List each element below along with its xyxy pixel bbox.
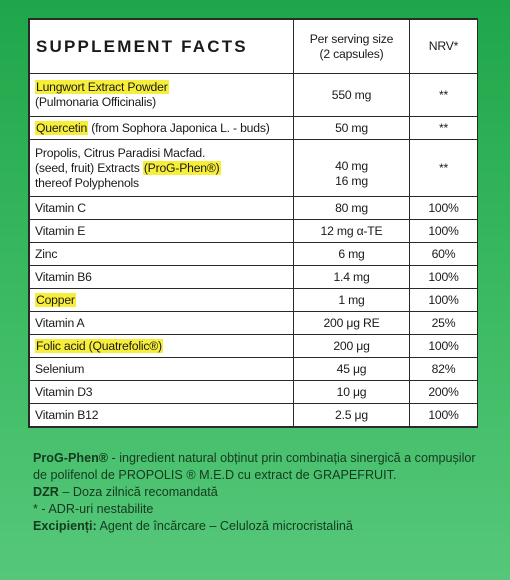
ingredient-nrv: 100% (409, 219, 478, 243)
ingredient-name: Folic acid (Quatrefolic®) (29, 334, 294, 358)
ingredient-nrv: 100% (409, 403, 478, 427)
highlighted-ingredient: (ProG-Phen®) (142, 160, 221, 175)
ingredient-amount: 40 mg 16 mg (293, 139, 410, 197)
ingredient-amount: 50 mg (293, 116, 410, 140)
ingredient-name: Vitamin B12 (29, 403, 294, 427)
table-row: Vitamin B6 1.4 mg 100% (29, 265, 478, 289)
ingredient-amount: 6 mg (293, 242, 410, 266)
table-row: Vitamin A 200 μg RE 25% (29, 311, 478, 335)
highlighted-ingredient: Copper (35, 293, 76, 307)
ingredient-name: Vitamin C (29, 196, 294, 220)
ingredient-nrv: ** (409, 139, 478, 197)
ingredient-nrv: ** (409, 116, 478, 140)
ingredient-name: Lungwort Extract Powder (Pulmonaria Offi… (29, 73, 294, 117)
ingredient-nrv: 25% (409, 311, 478, 335)
amount-line-1: 40 mg (335, 159, 368, 173)
supplement-facts-card: SUPPLEMENT FACTS Per serving size (2 cap… (28, 18, 478, 428)
ingredient-amount: 45 μg (293, 357, 410, 381)
ingredient-name: Selenium (29, 357, 294, 381)
highlighted-ingredient: Lungwort Extract Powder (35, 80, 169, 94)
ingredient-amount: 10 μg (293, 380, 410, 404)
ingredient-amount: 1 mg (293, 288, 410, 312)
amount-header-line-2: (2 capsules) (319, 46, 384, 61)
ingredient-amount: 200 μg RE (293, 311, 410, 335)
progphen-text: - ingredient natural obținut prin combin… (33, 451, 476, 482)
ingredient-amount: 200 μg (293, 334, 410, 358)
ingredient-name: Vitamin D3 (29, 380, 294, 404)
ingredient-line-3: thereof Polyphenols (35, 175, 139, 190)
table-header-row: SUPPLEMENT FACTS Per serving size (2 cap… (29, 19, 478, 74)
footnotes: ProG-Phen® - ingredient natural obținut … (33, 450, 483, 535)
table-row: Propolis, Citrus Paradisi Macfad. (seed,… (29, 139, 478, 197)
ingredient-amount: 12 mg α-TE (293, 219, 410, 243)
ingredient-line-1: Propolis, Citrus Paradisi Macfad. (35, 145, 206, 160)
ingredient-subtext: (Pulmonaria Officinalis) (35, 95, 156, 109)
table-row: Vitamin D3 10 μg 200% (29, 380, 478, 404)
supplement-facts-table: SUPPLEMENT FACTS Per serving size (2 cap… (29, 19, 478, 427)
adr-note: * - ADR-uri nestabilite (33, 502, 154, 516)
ingredient-nrv: 100% (409, 196, 478, 220)
ingredient-amount: 80 mg (293, 196, 410, 220)
ingredient-amount: 1.4 mg (293, 265, 410, 289)
ingredient-amount: 2.5 μg (293, 403, 410, 427)
table-row: Vitamin C 80 mg 100% (29, 196, 478, 220)
ingredient-nrv: 100% (409, 334, 478, 358)
ingredient-nrv: 200% (409, 380, 478, 404)
ingredient-name: Copper (29, 288, 294, 312)
excipients-note: Excipienți: Agent de încărcare – Celuloz… (33, 518, 483, 535)
table-row: Copper 1 mg 100% (29, 288, 478, 312)
ingredient-name: Zinc (29, 242, 294, 266)
ingredient-line-2: (seed, fruit) Extracts (35, 160, 143, 175)
ingredient-amount: 550 mg (293, 73, 410, 117)
ingredient-subtext: (from Sophora Japonica L. - buds) (88, 121, 270, 135)
amount-header-line-1: Per serving size (309, 31, 394, 46)
table-row: Folic acid (Quatrefolic®) 200 μg 100% (29, 334, 478, 358)
table-row: Selenium 45 μg 82% (29, 357, 478, 381)
ingredient-name: Vitamin A (29, 311, 294, 335)
ingredient-nrv: 60% (409, 242, 478, 266)
ingredient-nrv: 82% (409, 357, 478, 381)
progphen-term: ProG-Phen® (33, 451, 109, 465)
table-row: Vitamin B12 2.5 μg 100% (29, 403, 478, 427)
dzr-note: DZR – Doza zilnică recomandată (33, 484, 483, 501)
excipients-text: Agent de încărcare – Celuloză microcrist… (96, 519, 353, 533)
ingredient-nrv: 100% (409, 265, 478, 289)
ingredient-name: Propolis, Citrus Paradisi Macfad. (seed,… (29, 139, 294, 197)
highlighted-ingredient: Folic acid (Quatrefolic®) (35, 339, 163, 353)
nrv-column-header: NRV* (409, 19, 478, 74)
table-row: Zinc 6 mg 60% (29, 242, 478, 266)
highlighted-ingredient: Quercetin (35, 121, 89, 135)
amount-column-header: Per serving size (2 capsules) (293, 19, 410, 74)
dzr-term: DZR (33, 485, 59, 499)
excipients-term: Excipienți: (33, 519, 97, 533)
table-title: SUPPLEMENT FACTS (29, 19, 294, 74)
dzr-text: – Doza zilnică recomandată (58, 485, 218, 499)
table-row: Quercetin (from Sophora Japonica L. - bu… (29, 116, 478, 140)
ingredient-name: Vitamin E (29, 219, 294, 243)
amount-line-2: 16 mg (335, 174, 368, 188)
table-row: Vitamin E 12 mg α-TE 100% (29, 219, 478, 243)
ingredient-nrv: ** (409, 73, 478, 117)
progphen-note: ProG-Phen® - ingredient natural obținut … (33, 450, 483, 484)
ingredient-name: Quercetin (from Sophora Japonica L. - bu… (29, 116, 294, 140)
table-row: Lungwort Extract Powder (Pulmonaria Offi… (29, 73, 478, 117)
ingredient-nrv: 100% (409, 288, 478, 312)
ingredient-name: Vitamin B6 (29, 265, 294, 289)
